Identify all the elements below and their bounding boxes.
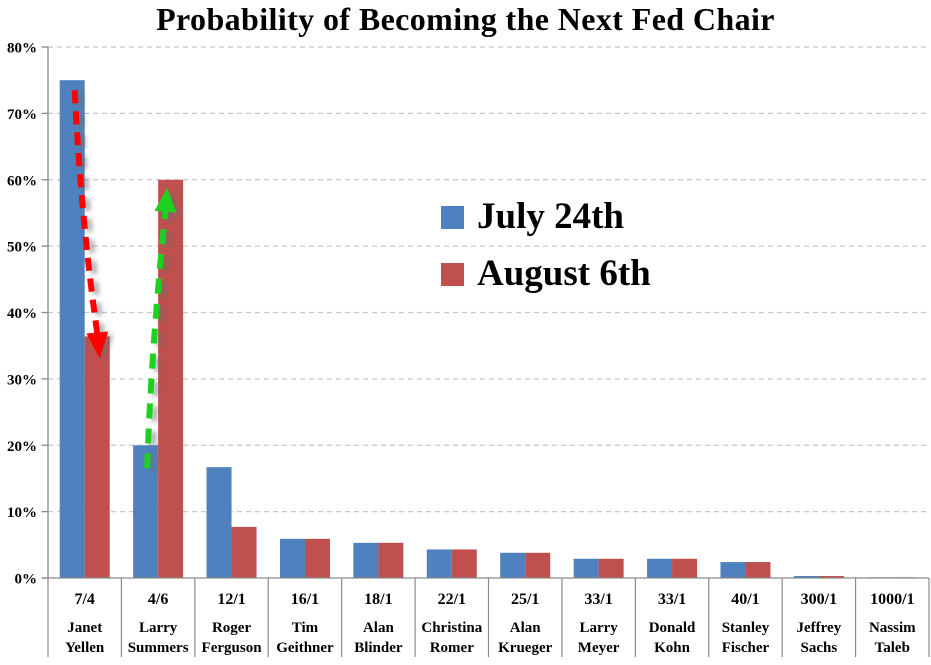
bar-august-6th-stanley-fischer [745,562,771,578]
bar-august-6th-alan-blinder [378,542,404,578]
category-name-line2: Fischer [722,640,770,656]
category-odds-label: 12/1 [217,591,245,608]
category-name-line1: Stanley [722,620,770,636]
bar-august-6th-larry-meyer [598,558,624,578]
category-odds-label: 7/4 [74,591,94,608]
category-name-line1: Larry [139,620,178,636]
bar-august-6th-jeffrey-sachs [818,576,844,578]
chart-title: Probability of Becoming the Next Fed Cha… [156,1,775,37]
arrow-shaft [144,208,169,469]
y-tick-label: 20% [7,439,37,455]
bar-july-24th-stanley-fischer [720,562,746,578]
category-name-line1: Jeffrey [797,620,842,636]
trend-arrow-up-larry-summers [144,187,177,469]
category-name-line1: Alan [363,620,395,636]
category-odds-label: 4/6 [148,591,168,608]
bar-august-6th-roger-ferguson [231,526,257,578]
bar-july-24th-christina-romer [426,549,452,578]
bar-august-6th-tim-geithner [304,538,330,578]
legend-item-august-6th: August 6th [441,251,651,297]
bar-august-6th-alan-krueger [525,552,551,578]
legend-swatch-red-icon [441,262,464,286]
bar-july-24th-donald-kohn [647,558,673,578]
category-name-line2: Kohn [654,640,691,656]
category-name-line1: Janet [67,620,102,636]
category-odds-label: 25/1 [511,591,539,608]
legend: July 24th August 6th [441,194,651,298]
trend-arrow-down-janet-yellen [71,90,109,359]
bar-august-6th-donald-kohn [672,558,698,578]
category-odds-label: 22/1 [438,591,466,608]
category-odds-label: 1000/1 [870,591,914,608]
category-name-line1: Nassim [869,620,916,636]
category-name-line1: Donald [649,620,696,636]
category-name-line2: Romer [430,640,474,656]
bar-august-6th-janet-yellen [84,336,110,578]
bar-july-24th-alan-blinder [353,542,379,578]
arrow-head-icon [86,331,109,359]
category-name-line1: Alan [510,620,542,636]
y-tick-label: 80% [7,41,37,57]
category-odds-label: 33/1 [658,591,686,608]
bar-july-24th-larry-meyer [573,558,599,578]
category-name-line1: Tim [292,620,319,636]
bar-july-24th-jeffrey-sachs [793,576,819,578]
category-name-line2: Summers [128,640,189,656]
category-name-line2: Krueger [498,640,552,656]
bar-july-24th-tim-geithner [279,538,305,578]
category-name-line2: Yellen [65,640,105,656]
category-odds-label: 18/1 [364,591,392,608]
bar-august-6th-christina-romer [451,549,477,578]
category-name-line1: Larry [579,620,618,636]
y-tick-label: 0% [15,572,38,588]
legend-label-august-6th: August 6th [477,253,651,295]
legend-label-july-24th: July 24th [477,196,625,237]
category-odds-label: 16/1 [291,591,319,608]
category-name-line1: Christina [421,620,482,636]
y-tick-label: 60% [7,173,37,189]
category-odds-label: 33/1 [584,591,612,608]
category-name-line2: Sachs [801,640,838,656]
category-name-line2: Ferguson [202,640,263,656]
bar-august-6th-larry-summers [158,179,184,578]
category-name-line2: Blinder [354,640,403,656]
y-tick-label: 70% [7,107,37,123]
legend-swatch-blue-icon [441,205,464,229]
arrow-head-icon [154,187,177,213]
arrow-shaft [71,90,101,336]
category-name-line2: Geithner [276,640,334,656]
legend-item-july-24th: July 24th [441,194,651,240]
y-tick-label: 10% [7,505,37,521]
y-tick-label: 30% [7,372,37,388]
category-odds-label: 40/1 [731,591,759,608]
category-name-line1: Roger [212,620,251,636]
bar-july-24th-alan-krueger [500,552,526,578]
category-name-line2: Taleb [875,640,910,656]
y-tick-label: 50% [7,240,37,256]
bar-july-24th-roger-ferguson [206,467,232,578]
y-tick-label: 40% [7,306,37,322]
category-name-line2: Meyer [578,640,620,656]
category-odds-label: 300/1 [801,591,837,608]
